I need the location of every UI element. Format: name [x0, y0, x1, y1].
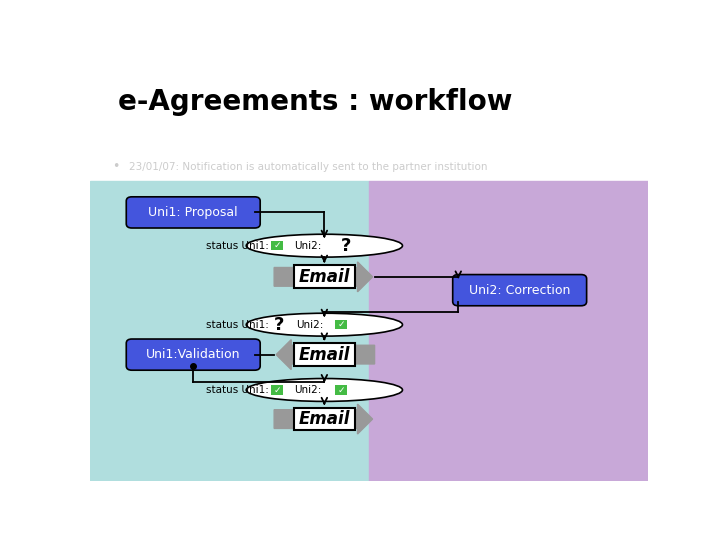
Text: 23/01/07: Notification is automatically sent to the partner institution: 23/01/07: Notification is automatically …: [129, 161, 487, 172]
Text: ✓: ✓: [338, 386, 345, 394]
Text: Uni2:: Uni2:: [297, 320, 324, 330]
Text: ✓: ✓: [273, 241, 281, 250]
FancyBboxPatch shape: [335, 320, 347, 329]
Text: ✓: ✓: [273, 386, 281, 394]
Bar: [369, 181, 648, 481]
Text: Uni2: Correction: Uni2: Correction: [469, 284, 570, 296]
Text: Email: Email: [299, 346, 350, 363]
Ellipse shape: [246, 234, 402, 257]
FancyBboxPatch shape: [335, 386, 347, 395]
FancyArrow shape: [274, 404, 372, 434]
Text: Uni2:: Uni2:: [294, 385, 321, 395]
FancyArrow shape: [276, 340, 374, 369]
Text: status Uni1:: status Uni1:: [206, 241, 269, 251]
Text: ?: ?: [274, 316, 284, 334]
Text: status Uni1:: status Uni1:: [206, 320, 269, 330]
FancyBboxPatch shape: [294, 408, 355, 430]
FancyBboxPatch shape: [126, 197, 260, 228]
FancyBboxPatch shape: [271, 386, 283, 395]
Text: ✓: ✓: [338, 320, 345, 329]
FancyBboxPatch shape: [294, 266, 355, 288]
Text: Email: Email: [299, 268, 350, 286]
Text: •: •: [112, 160, 120, 173]
Text: Uni1: Proposal: Uni1: Proposal: [148, 206, 238, 219]
Text: Uni1:Validation: Uni1:Validation: [146, 348, 240, 361]
Bar: [90, 181, 369, 481]
FancyBboxPatch shape: [453, 274, 587, 306]
FancyBboxPatch shape: [271, 241, 283, 250]
Ellipse shape: [246, 379, 402, 401]
Text: status Uni1:: status Uni1:: [206, 385, 269, 395]
Text: ?: ?: [341, 237, 351, 255]
Text: e-Agreements : workflow: e-Agreements : workflow: [118, 88, 512, 116]
Ellipse shape: [246, 313, 402, 336]
FancyBboxPatch shape: [126, 339, 260, 370]
Text: Email: Email: [299, 410, 350, 428]
FancyBboxPatch shape: [294, 343, 355, 366]
FancyArrow shape: [274, 262, 372, 292]
Text: Uni2:: Uni2:: [294, 241, 321, 251]
